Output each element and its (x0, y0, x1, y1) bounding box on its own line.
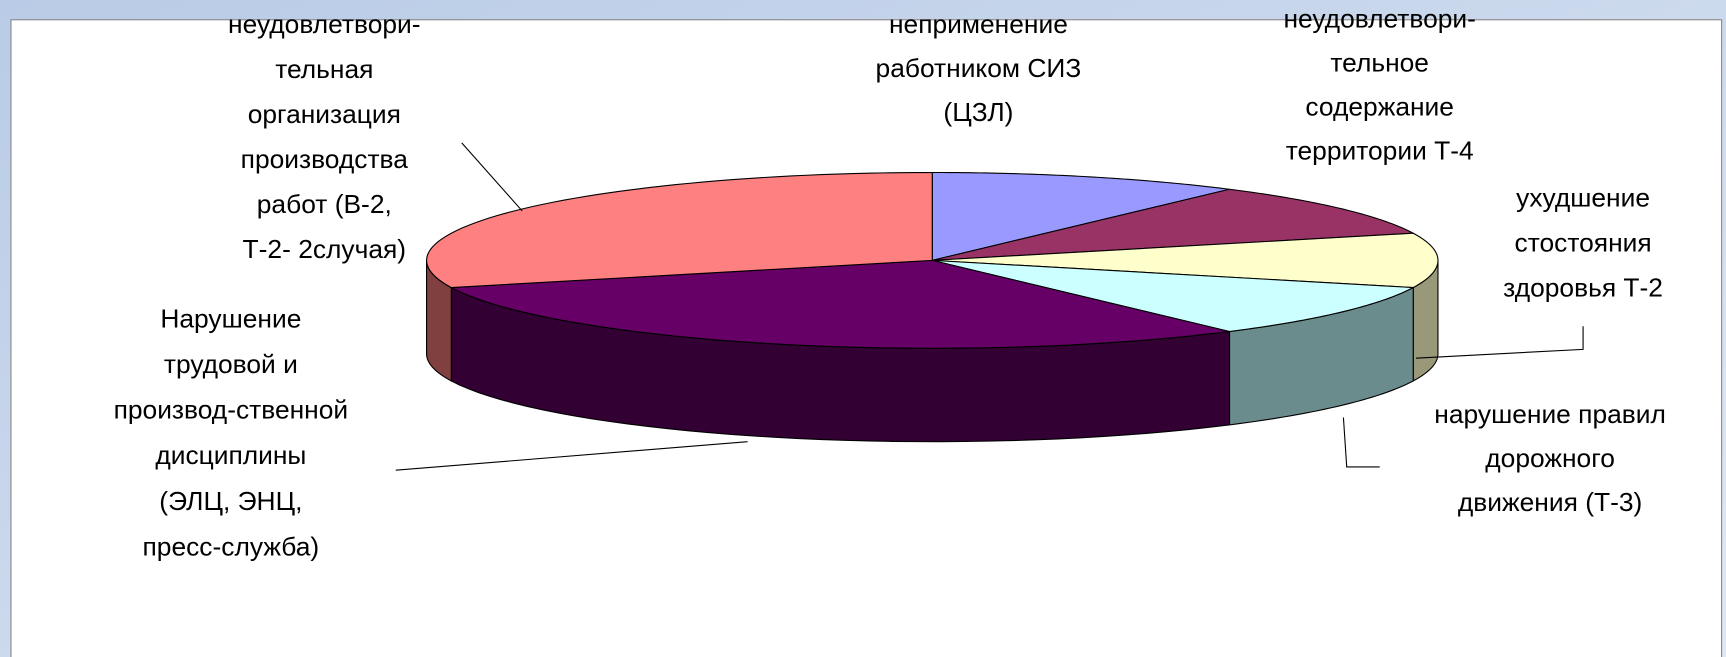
leader-line (395, 441, 748, 471)
slice-label: Нарушение трудовой и производ-ственной дисц… (114, 303, 349, 561)
leader-line (1342, 417, 1380, 468)
slice (932, 259, 1416, 333)
slice-label: неудовлетвори-тельная организация производ… (228, 9, 420, 264)
leader-line (461, 142, 523, 212)
slice-label: ухудшение стостояния здоровья Т-2 (1503, 183, 1663, 303)
slice (931, 171, 1230, 262)
slice-label: нарушение правил дорожного движения (Т-3) (1434, 399, 1666, 517)
slice (449, 259, 1230, 349)
labels: неприменение работником СИЗ (ЦЗЛ) неудовлет… (114, 3, 1666, 561)
pie (426, 171, 1439, 443)
slice-label: неудовлетвори-тельное содержание территори… (1283, 3, 1475, 165)
slice (932, 232, 1439, 289)
slice (932, 188, 1416, 261)
leader-line (1415, 326, 1584, 359)
slice-label: неприменение работником СИЗ (ЦЗЛ) (876, 9, 1082, 127)
slice (426, 171, 933, 289)
